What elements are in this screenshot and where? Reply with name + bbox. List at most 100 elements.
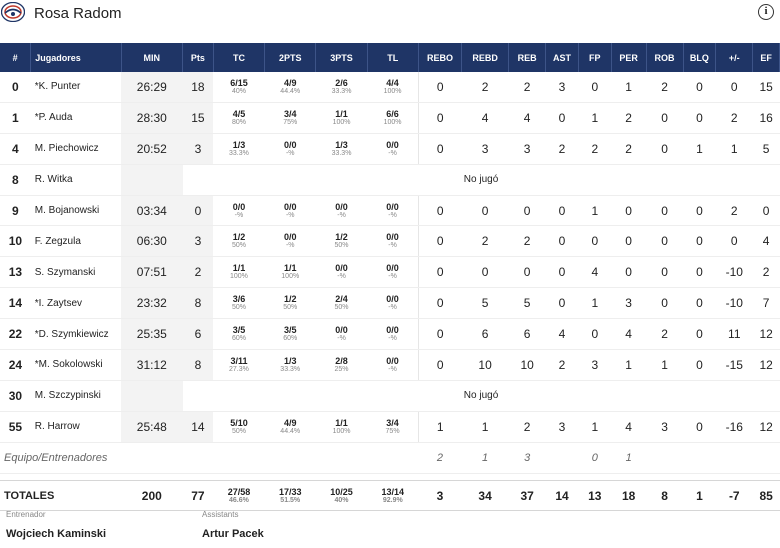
column-header[interactable]: EF (752, 43, 780, 72)
tl-cell-percent: -% (388, 304, 397, 312)
empty-cell (213, 442, 265, 474)
player-name[interactable]: M. Szczypinski (30, 380, 122, 412)
player-name[interactable]: *I. Zaytsev (30, 287, 122, 320)
tc-cell: 0/0 -% (213, 195, 265, 227)
player-number: 9 (0, 195, 31, 227)
tc-cell-made-attempted: 27/58 (227, 486, 251, 497)
column-header[interactable]: BLQ (683, 43, 717, 72)
player-name[interactable]: R. Witka (30, 164, 122, 196)
per-cell: 2 (611, 102, 647, 134)
min-cell: 28:30 (121, 102, 183, 134)
rob-cell: 1 (646, 349, 683, 381)
info-icon[interactable]: i (758, 4, 774, 20)
column-header[interactable]: Pts (182, 43, 214, 72)
rebd-cell: 34 (461, 479, 509, 512)
pm-cell: 2 (715, 195, 753, 227)
tc-cell-made-attempted: 1/2 (232, 232, 246, 243)
rob-cell (646, 442, 683, 474)
p2-cell: 4/9 44.4% (264, 72, 316, 103)
points-cell: 3 (182, 225, 214, 258)
column-header[interactable]: +/- (715, 43, 754, 72)
column-header[interactable]: 3PTS (315, 43, 368, 72)
ast-cell: 14 (545, 479, 579, 512)
tc-cell-made-attempted: 0/0 (232, 201, 246, 212)
pm-cell: -10 (715, 256, 753, 289)
column-header[interactable]: AST (545, 43, 579, 72)
column-header[interactable]: TL (367, 43, 419, 72)
p3-cell-made-attempted: 2/4 (335, 294, 348, 305)
tc-cell-made-attempted: 6/15 (230, 77, 248, 88)
points-cell: 15 (182, 102, 214, 134)
column-header[interactable]: FP (578, 43, 612, 72)
column-header[interactable]: Jugadores (30, 43, 122, 72)
player-row: 13 S. Szymanski 07:51 2 1/1 100% 1/1 100% 0/0 -% 0… (0, 256, 780, 289)
p2-cell: 1/3 33.3% (264, 349, 316, 381)
column-header[interactable]: REBD (461, 43, 510, 72)
p2-cell-made-attempted: 4/9 (283, 77, 297, 88)
assistant-label: Assistants (202, 510, 239, 519)
spacer-cell (0, 473, 780, 480)
team-header: Rosa Radom i (0, 0, 780, 28)
column-header[interactable]: # (0, 43, 32, 72)
p3-cell-percent: 40% (334, 496, 349, 504)
rob-cell: 8 (646, 479, 683, 512)
tl-cell-percent: -% (388, 365, 397, 373)
fp-cell: 1 (578, 411, 612, 443)
column-header[interactable]: PER (611, 43, 647, 72)
team-row: Equipo/Entrenadores 2 1 3 0 1 (0, 442, 780, 474)
p3-cell-percent: 33.3% (331, 87, 352, 95)
pm-cell: -15 (715, 349, 753, 381)
p3-cell-percent: -% (337, 211, 346, 219)
ast-cell: 2 (545, 349, 579, 381)
pm-cell: 0 (715, 225, 753, 258)
column-header[interactable]: REBO (418, 43, 463, 72)
p2-cell: 3/4 75% (264, 102, 316, 134)
column-header[interactable]: MIN (121, 43, 184, 72)
player-name[interactable]: *P. Auda (30, 102, 122, 134)
blq-cell: 0 (683, 195, 716, 227)
player-name[interactable]: R. Harrow (30, 411, 122, 443)
p3-cell: 1/1 100% (315, 411, 368, 443)
p3-cell-made-attempted: 1/1 (335, 108, 348, 119)
column-header[interactable]: ROB (646, 43, 684, 72)
p3-cell-made-attempted: 10/25 (330, 486, 353, 497)
empty-cell (182, 442, 214, 474)
player-name[interactable]: M. Bojanowski (30, 195, 122, 227)
pm-cell: 11 (715, 318, 753, 351)
player-name[interactable]: *K. Punter (30, 72, 122, 103)
tc-cell: 5/10 50% (213, 411, 265, 443)
player-name[interactable]: S. Szymanski (30, 256, 122, 289)
player-row: 24 *M. Sokolowski 31:12 8 3/11 27.3% 1/3 33.3% 2… (0, 349, 780, 381)
per-cell: 1 (611, 72, 647, 103)
player-number: 24 (0, 349, 31, 381)
p2-cell-percent: 51.5% (280, 496, 301, 504)
player-name[interactable]: *D. Szymkiewicz (30, 318, 122, 351)
blq-cell (683, 442, 716, 474)
column-header[interactable]: 2PTS (264, 43, 317, 72)
player-name[interactable]: *M. Sokolowski (30, 349, 122, 381)
rebo-cell: 0 (417, 287, 462, 320)
tl-cell-percent: 92.9% (382, 496, 403, 504)
rebd-cell: 1 (461, 411, 509, 443)
fp-cell: 2 (578, 133, 612, 165)
per-cell: 0 (611, 195, 647, 227)
column-header[interactable]: REB (508, 43, 547, 72)
rebo-cell: 0 (417, 318, 462, 351)
points-cell: 77 (182, 479, 214, 512)
reb-cell: 2 (508, 411, 546, 443)
ef-cell: 4 (752, 225, 780, 258)
min-cell: 26:29 (121, 72, 183, 103)
player-name[interactable]: F. Zegzula (30, 225, 122, 258)
p3-cell: 0/0 -% (315, 318, 368, 351)
ast-cell: 3 (545, 72, 579, 103)
p3-cell-percent: 100% (332, 118, 351, 126)
fp-cell: 0 (578, 225, 612, 258)
ast-cell: 0 (545, 102, 579, 134)
ef-cell: 2 (752, 256, 780, 289)
player-row: 55 R. Harrow 25:48 14 5/10 50% 4/9 44.4% 1/1 100%… (0, 411, 780, 443)
min-cell (121, 380, 183, 412)
player-row: 9 M. Bojanowski 03:34 0 0/0 -% 0/0 -% 0/0 -% 0/0 -%… (0, 195, 780, 227)
column-header[interactable]: TC (213, 43, 266, 72)
player-name[interactable]: M. Piechowicz (30, 133, 122, 165)
rebo-cell: 0 (417, 256, 462, 289)
